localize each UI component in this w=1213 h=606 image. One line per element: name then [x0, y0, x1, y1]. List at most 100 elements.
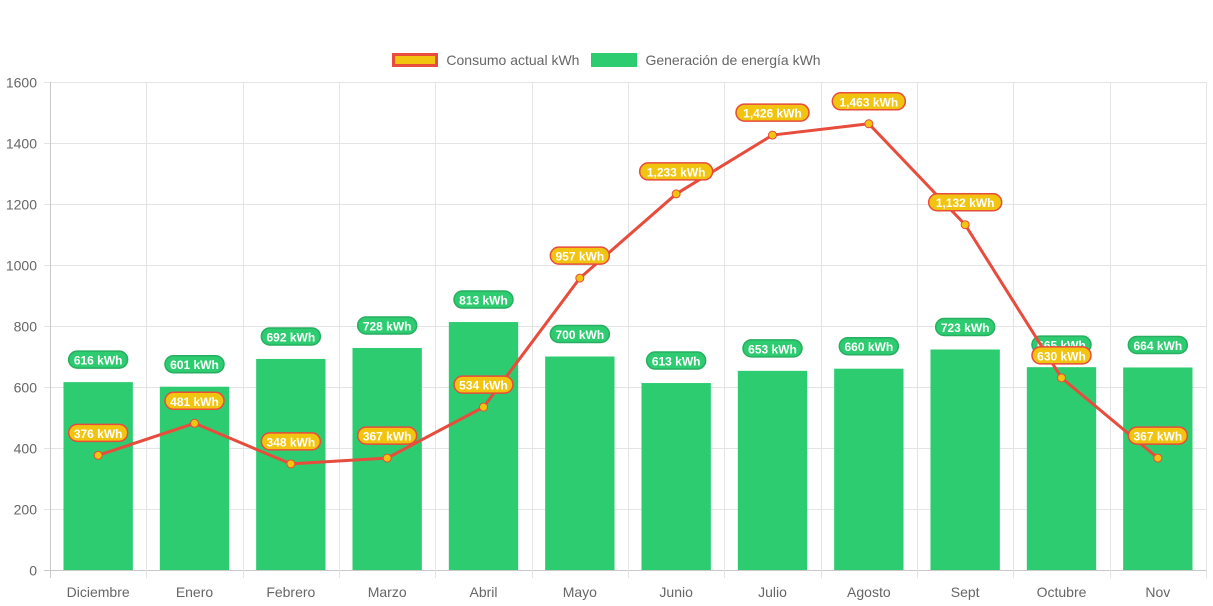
- line-label-bg: [1031, 346, 1092, 365]
- line-label: 1,463 kWh: [831, 92, 907, 111]
- line-label: 1,132 kWh: [927, 192, 1003, 212]
- x-tick-label: Marzo: [368, 584, 407, 600]
- bar-label: 616 kWh: [67, 350, 129, 369]
- series-line: [97, 122, 1159, 466]
- bar: [159, 386, 230, 570]
- line-point: [479, 402, 488, 412]
- line-label-text: 957 kWh: [555, 250, 604, 264]
- line-point: [960, 220, 970, 230]
- bar: [1123, 367, 1193, 570]
- gridlines: [44, 82, 1207, 578]
- line-label-text: 367 kWh: [1133, 430, 1182, 444]
- x-tick-label: Mayo: [563, 584, 597, 600]
- bar-label-text: 664 kWh: [1133, 339, 1182, 353]
- bar-label-text: 660 kWh: [844, 340, 893, 354]
- bar-label-bg: [549, 324, 611, 344]
- line-label-text: 367 kWh: [363, 430, 412, 444]
- legend-swatch-consumo: [392, 53, 439, 67]
- bar-label-bg: [1127, 335, 1189, 355]
- bar-label-bg: [838, 336, 900, 356]
- legend: Consumo actual kWh Generación de energía…: [0, 52, 1213, 68]
- line-label-bg: [260, 432, 322, 451]
- bar-label-bg: [164, 354, 225, 374]
- bar-label-text: 700 kWh: [555, 328, 604, 342]
- line-point: [1153, 453, 1163, 463]
- legend-item-generacion[interactable]: Generación de energía kWh: [591, 52, 821, 68]
- line-series: [93, 119, 1163, 469]
- bar-label-bg: [934, 317, 996, 337]
- line-label-text: 376 kWh: [74, 427, 123, 441]
- x-tick-label: Nov: [1145, 584, 1170, 600]
- y-tick-label: 800: [14, 319, 38, 335]
- line-point: [575, 273, 585, 283]
- bar: [930, 349, 1000, 570]
- bar-label-bg: [453, 290, 514, 309]
- bar-label-text: 813 kWh: [459, 294, 508, 308]
- bar: [63, 382, 133, 570]
- y-axis: 0 200 400 600 800 1000 1200 1400 1600: [6, 75, 37, 579]
- bar-label-text: 692 kWh: [266, 330, 315, 344]
- bar-label: 723 kWh: [934, 317, 996, 337]
- line-point: [768, 130, 777, 140]
- y-tick-label: 600: [14, 380, 38, 396]
- line-label-bg: [735, 103, 810, 122]
- bar-label: 728 kWh: [356, 316, 418, 335]
- x-tick-label: Abril: [469, 584, 497, 600]
- line-label-bg: [1127, 426, 1189, 445]
- y-tick-label: 400: [14, 441, 38, 457]
- line-label: 376 kWh: [67, 423, 129, 443]
- line-label-text: 1,426 kWh: [743, 107, 802, 121]
- line-label: 534 kWh: [453, 375, 514, 394]
- x-tick-label: Octubre: [1037, 584, 1087, 600]
- line-label: 1,426 kWh: [735, 103, 810, 122]
- line-label-bg: [927, 192, 1003, 212]
- bar-label: 700 kWh: [549, 324, 611, 344]
- line-label: 348 kWh: [260, 432, 322, 451]
- x-tick-label: Diciembre: [67, 584, 130, 600]
- line-label-text: 1,463 kWh: [839, 95, 898, 109]
- bar-label: 601 kWh: [164, 354, 225, 374]
- x-tick-label: Agosto: [847, 584, 891, 600]
- line-label-bg: [549, 246, 611, 265]
- x-tick-label: Junio: [659, 584, 693, 600]
- bar-label: 664 kWh: [1127, 335, 1189, 355]
- bar-label: 653 kWh: [742, 339, 803, 358]
- line-point: [382, 453, 392, 463]
- bar-label-text: 723 kWh: [941, 321, 990, 335]
- line-point: [93, 450, 103, 460]
- bar-label: 813 kWh: [453, 290, 514, 309]
- bar-label-bg: [260, 327, 322, 346]
- bar-data-labels: 616 kWh 601 kWh 692 kWh 728 kWh 813 kWh 700 k…: [67, 290, 1189, 374]
- x-tick-label: Sept: [951, 584, 980, 600]
- bar-label-text: 616 kWh: [74, 354, 123, 368]
- bar-label-bg: [67, 350, 129, 369]
- bar: [545, 356, 615, 570]
- line-point: [286, 459, 296, 469]
- bar-label-bg: [742, 339, 803, 358]
- legend-item-consumo[interactable]: Consumo actual kWh: [392, 52, 579, 68]
- bar-label-text: 728 kWh: [363, 319, 412, 333]
- y-tick-label: 200: [14, 502, 38, 518]
- line-data-labels: 376 kWh 481 kWh 348 kWh 367 kWh 534 kWh 957 k…: [67, 92, 1189, 451]
- bar-series: [63, 322, 1193, 570]
- y-tick-label: 1000: [6, 258, 37, 274]
- line-label: 630 kWh: [1031, 346, 1092, 365]
- line-label: 1,233 kWh: [638, 162, 714, 181]
- line-label: 957 kWh: [549, 246, 611, 265]
- line-point: [864, 119, 874, 129]
- line-label-text: 481 kWh: [170, 395, 219, 409]
- bar-label-text: 613 kWh: [652, 355, 701, 369]
- line-label-bg: [831, 92, 907, 111]
- bar: [737, 370, 808, 570]
- bar-label-bg: [645, 351, 707, 370]
- x-axis: Diciembre Enero Febrero Marzo Abril Mayo Junio…: [67, 584, 1171, 600]
- x-tick-label: Enero: [176, 584, 214, 600]
- bar-label-bg: [356, 316, 418, 335]
- y-tick-label: 1200: [6, 197, 37, 213]
- y-tick-label: 1400: [6, 136, 37, 152]
- line-label-bg: [453, 375, 514, 394]
- bar-label: 613 kWh: [645, 351, 707, 370]
- line-label-bg: [164, 391, 225, 411]
